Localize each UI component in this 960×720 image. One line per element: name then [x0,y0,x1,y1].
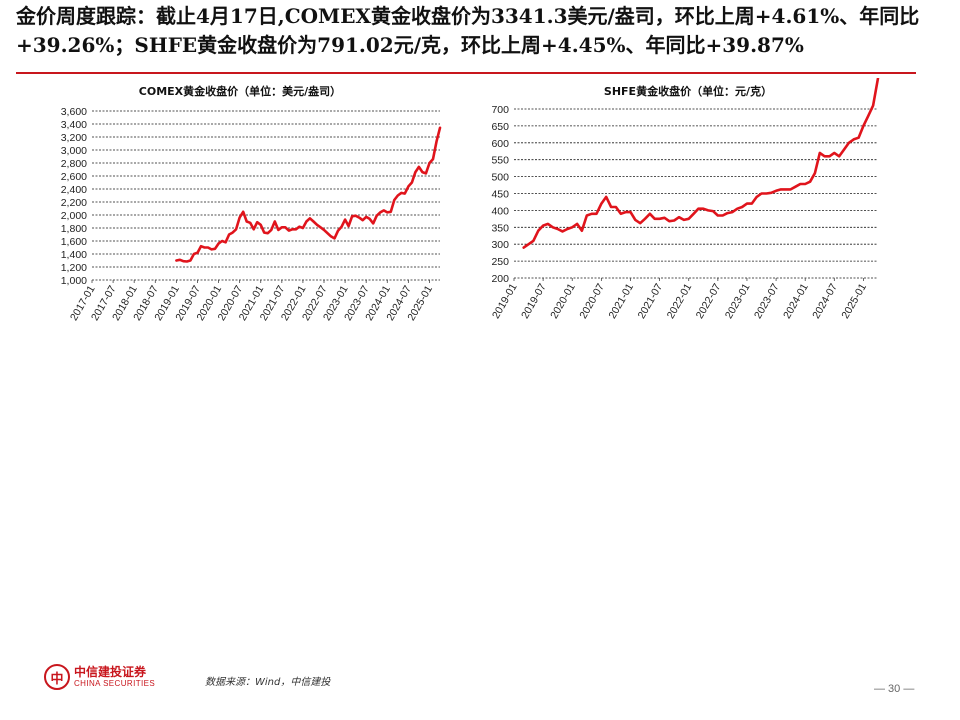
x-tick-label: 2020-07 [577,281,607,321]
y-tick-label: 600 [491,138,509,150]
y-tick-label: 2,200 [61,197,87,209]
y-tick-label: 1,400 [61,249,87,261]
x-tick-label: 2022-01 [665,281,695,321]
y-tick-label: 200 [491,273,509,285]
chart-svg-1: SHFE黄金收盘价（单位：元/克） 200 250 300 350 400 450 500 55… [490,78,880,321]
y-tick-label: 3,000 [61,145,87,157]
y-tick-label: 250 [491,256,509,268]
x-tick-label: 2021-01 [606,281,636,321]
y-tick-label: 3,400 [61,119,87,131]
title-rule [16,72,916,74]
y-tick-label: 1,000 [61,275,87,287]
y-tick-label: 3,200 [61,132,87,144]
x-tick-label: 2020-01 [548,281,578,321]
y-tick-label: 400 [491,205,509,217]
data-source-note: 数据来源：Wind，中信建投 [205,677,331,688]
logo-name-en: CHINA SECURITIES [74,679,156,688]
slide-title: 金价周度跟踪：截止4月17日,COMEX黄金收盘价为3341.3美元/盎司，环比… [16,4,920,57]
y-tick-label: 450 [491,189,509,201]
x-tick-label: 2025-01 [839,281,869,321]
y-tick-label: 3,600 [61,106,87,118]
y-tick-label: 2,000 [61,210,87,222]
series-line [175,126,442,263]
y-tick-label: 350 [491,222,509,234]
x-tick-label: 2024-01 [781,281,811,321]
x-tick-label: 2019-01 [490,281,520,321]
y-tick-label: 2,600 [61,171,87,183]
x-tick-label: 2022-07 [694,281,724,321]
company-logo-icon: 中 [44,664,70,690]
y-tick-label: 550 [491,155,509,167]
y-tick-label: 2,400 [61,184,87,196]
y-tick-label: 500 [491,172,509,184]
y-tick-label: 650 [491,121,509,133]
chart-title: SHFE黄金收盘价（单位：元/克） [604,84,772,98]
x-tick-label: 2024-07 [810,281,840,321]
chart-title: COMEX黄金收盘价（单位：美元/盎司） [139,84,341,98]
x-tick-label: 2023-07 [752,281,782,321]
y-tick-label: 1,600 [61,236,87,248]
x-tick-label: 2023-01 [723,281,753,321]
page-number: — 30 — [874,683,915,695]
chart-svg-0: COMEX黄金收盘价（单位：美元/盎司） 1,0001,2001,4001,600… [61,84,442,323]
logo-name-cn: 中信建投证券 [74,665,147,679]
y-tick-label: 300 [491,239,509,251]
y-tick-label: 1,800 [61,223,87,235]
y-tick-label: 700 [491,104,509,116]
series-line [522,78,880,249]
y-tick-label: 1,200 [61,262,87,274]
company-logo: 中 中信建投证券 CHINA SECURITIES [44,664,155,690]
x-tick-label: 2019-07 [519,281,549,321]
comex-gold-chart: COMEX黄金收盘价（单位：美元/盎司） 1,000 1,200 1,400 1,600… [20,78,460,340]
y-tick-label: 2,800 [61,158,87,170]
x-tick-label: 2021-07 [636,281,666,321]
shfe-gold-chart: SHFE黄金收盘价（单位：元/克） 200 250 300 350 400 450 500 55… [480,78,900,340]
